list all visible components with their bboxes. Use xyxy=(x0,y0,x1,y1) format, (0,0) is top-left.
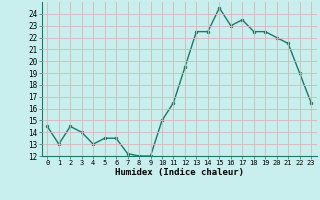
X-axis label: Humidex (Indice chaleur): Humidex (Indice chaleur) xyxy=(115,168,244,177)
